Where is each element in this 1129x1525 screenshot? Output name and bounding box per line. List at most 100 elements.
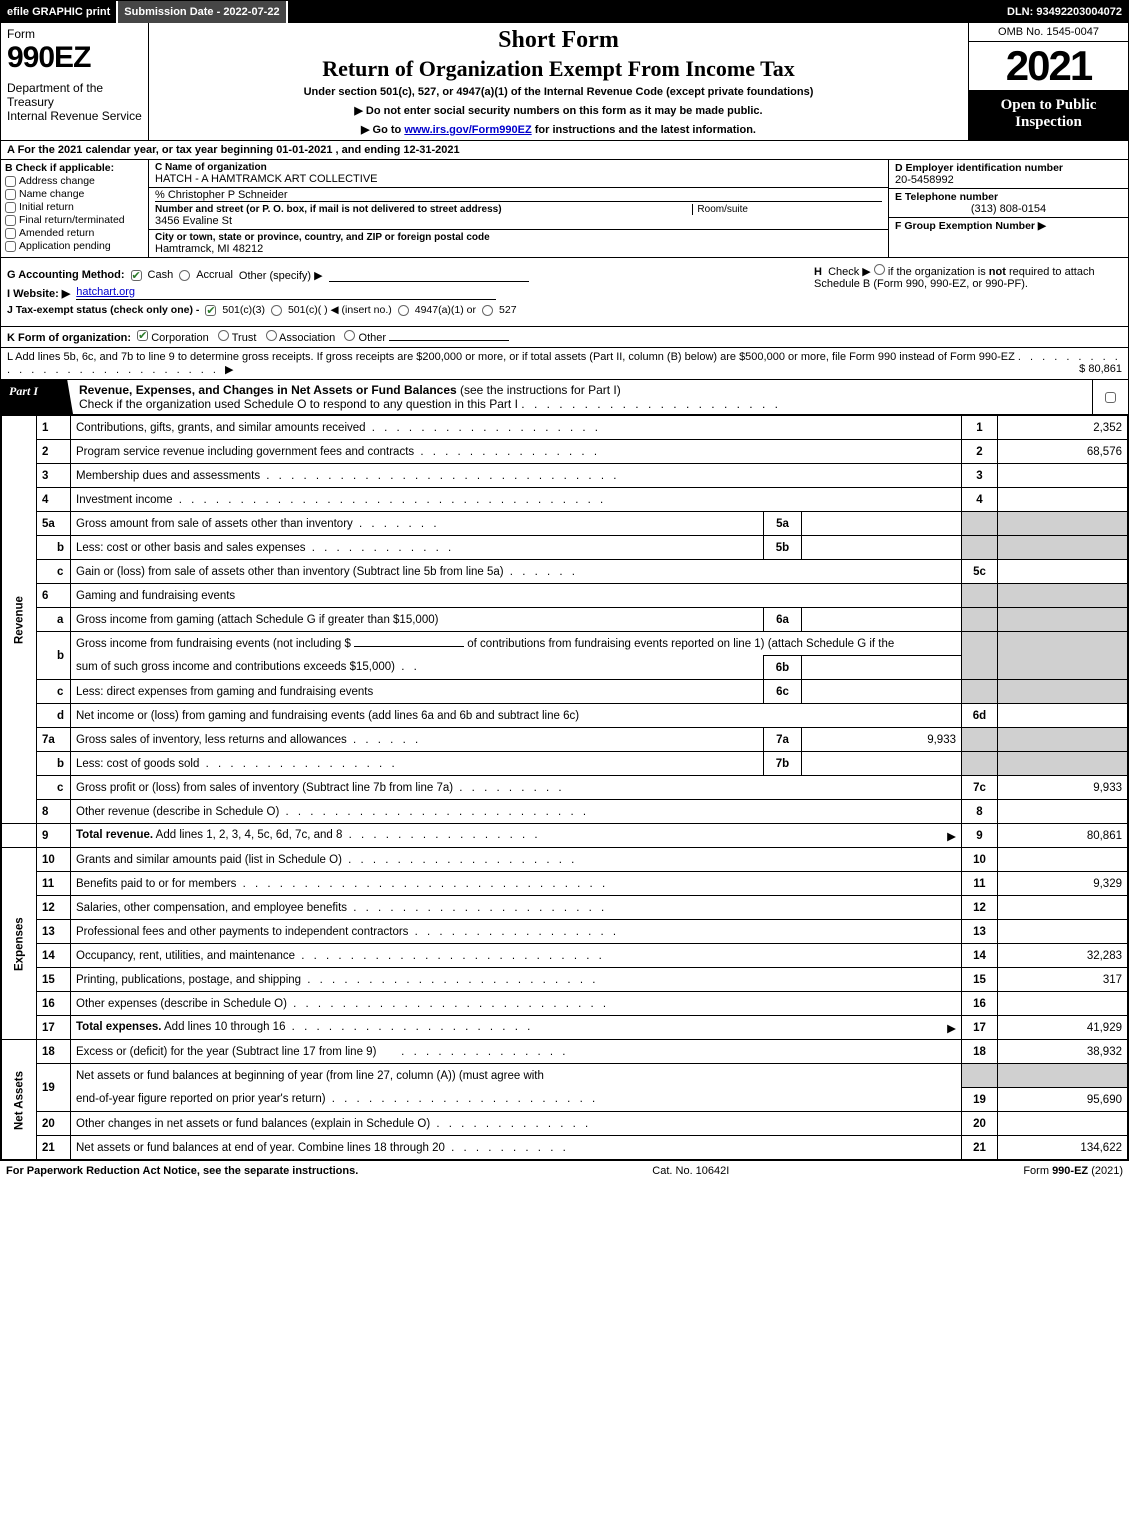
row-k: K Form of organization: Corporation Trus… <box>1 327 1128 348</box>
open-to-public: Open to Public Inspection <box>969 91 1128 140</box>
do-not-enter-ssn: ▶ Do not enter social security numbers o… <box>157 104 960 117</box>
line-17-desc: Total expenses. Add lines 10 through 16 … <box>71 1016 962 1040</box>
phone: (313) 808-0154 <box>895 203 1122 215</box>
check-cash[interactable] <box>131 270 142 281</box>
other-specify: Other (specify) ▶ <box>239 269 323 282</box>
other-specify-input[interactable] <box>329 268 529 282</box>
check-name-change[interactable]: Name change <box>5 188 144 200</box>
line-21-desc: Net assets or fund balances at end of ye… <box>71 1136 962 1160</box>
line-6c-inner-val <box>802 680 962 704</box>
radio-527[interactable] <box>482 305 493 316</box>
line-6b-contrib-input[interactable] <box>354 646 464 647</box>
line-3-num: 3 <box>37 464 71 488</box>
line-17-num: 17 <box>37 1016 71 1040</box>
line-7b-desc: Less: cost of goods sold . . . . . . . .… <box>71 752 764 776</box>
check-501c3[interactable] <box>205 305 216 316</box>
line-16-ln: 16 <box>962 992 998 1016</box>
website-link[interactable]: hatchart.org <box>76 286 496 300</box>
line-13-ln: 13 <box>962 920 998 944</box>
page-footer: For Paperwork Reduction Act Notice, see … <box>0 1161 1129 1181</box>
line-10-num: 10 <box>37 848 71 872</box>
org-name: HATCH - A HAMTRAMCK ART COLLECTIVE <box>155 173 882 185</box>
radio-association[interactable] <box>266 330 277 341</box>
check-application-pending[interactable]: Application pending <box>5 240 144 252</box>
check-final-return[interactable]: Final return/terminated <box>5 214 144 226</box>
line-7a-inner-val: 9,933 <box>802 728 962 752</box>
radio-h-not-required[interactable] <box>874 264 885 275</box>
h-check: H Check ▶ if the organization is not req… <box>808 258 1128 326</box>
line-6-desc: Gaming and fundraising events <box>71 584 962 608</box>
title-right: OMB No. 1545-0047 2021 Open to Public In… <box>968 23 1128 140</box>
check-amended-return[interactable]: Amended return <box>5 227 144 239</box>
line-5a-inner-num: 5a <box>764 512 802 536</box>
line-5a-ln-grey <box>962 512 998 536</box>
line-9-num: 9 <box>37 824 71 848</box>
check-address-change[interactable]: Address change <box>5 175 144 187</box>
line-21-ln: 21 <box>962 1136 998 1160</box>
line-3-ln: 3 <box>962 464 998 488</box>
line-14-amt: 32,283 <box>998 944 1128 968</box>
radio-4947[interactable] <box>398 305 409 316</box>
line-15-num: 15 <box>37 968 71 992</box>
radio-trust[interactable] <box>218 330 229 341</box>
radio-accrual[interactable] <box>179 270 190 281</box>
line-7a-inner-num: 7a <box>764 728 802 752</box>
line-20-desc: Other changes in net assets or fund bala… <box>71 1112 962 1136</box>
form-id-block: Form 990EZ Department of the Treasury In… <box>1 23 149 140</box>
check-corporation[interactable] <box>137 330 148 341</box>
radio-501c[interactable] <box>271 305 282 316</box>
check-initial-return[interactable]: Initial return <box>5 201 144 213</box>
other-org-input[interactable] <box>389 340 509 341</box>
part1-schedule-o-check[interactable] <box>1092 380 1128 414</box>
l-amount: $ 80,861 <box>1079 363 1122 375</box>
line-12-ln: 12 <box>962 896 998 920</box>
line-10-desc: Grants and similar amounts paid (list in… <box>71 848 962 872</box>
line-5b-num: b <box>37 536 71 560</box>
line-7b-num: b <box>37 752 71 776</box>
revenue-label: Revenue <box>2 416 37 824</box>
line-6c-num: c <box>37 680 71 704</box>
row-l: L Add lines 5b, 6c, and 7b to line 9 to … <box>1 348 1128 380</box>
lines-table: Revenue 1 Contributions, gifts, grants, … <box>1 415 1128 1160</box>
line-5a-inner-val <box>802 512 962 536</box>
line-18-amt: 38,932 <box>998 1040 1128 1064</box>
street: 3456 Evaline St <box>155 215 882 227</box>
line-6b-num: b <box>37 632 71 680</box>
line-19-desc1: Net assets or fund balances at beginning… <box>71 1064 962 1088</box>
line-6b-desc1: Gross income from fundraising events (no… <box>71 632 962 656</box>
line-7c-amt: 9,933 <box>998 776 1128 800</box>
line-8-ln: 8 <box>962 800 998 824</box>
line-16-amt <box>998 992 1128 1016</box>
line-20-amt <box>998 1112 1128 1136</box>
line-5b-inner-num: 5b <box>764 536 802 560</box>
section-c: C Name of organization HATCH - A HAMTRAM… <box>149 160 888 257</box>
go-to-pre: ▶ Go to <box>361 124 404 136</box>
k-label: K Form of organization: <box>7 332 131 344</box>
line-11-desc: Benefits paid to or for members . . . . … <box>71 872 962 896</box>
dln: DLN: 93492203004072 <box>1001 1 1128 23</box>
line-12-amt <box>998 896 1128 920</box>
line-1-desc: Contributions, gifts, grants, and simila… <box>71 416 962 440</box>
line-6c-inner-num: 6c <box>764 680 802 704</box>
efile-print[interactable]: efile GRAPHIC print <box>1 1 118 23</box>
line-5c-amt <box>998 560 1128 584</box>
l-arrow: ▶ <box>225 364 233 376</box>
line-14-desc: Occupancy, rent, utilities, and maintena… <box>71 944 962 968</box>
e-label: E Telephone number <box>895 191 1122 203</box>
f-label: F Group Exemption Number ▶ <box>895 220 1046 232</box>
form-990ez: efile GRAPHIC print Submission Date - 20… <box>0 0 1129 1161</box>
form990ez-link[interactable]: www.irs.gov/Form990EZ <box>404 124 531 136</box>
part1-check-text: Check if the organization used Schedule … <box>79 397 518 411</box>
expenses-label: Expenses <box>2 848 37 1040</box>
netassets-label: Net Assets <box>2 1040 37 1160</box>
line-2-desc: Program service revenue including govern… <box>71 440 962 464</box>
line-2-num: 2 <box>37 440 71 464</box>
line-11-num: 11 <box>37 872 71 896</box>
title-center: Short Form Return of Organization Exempt… <box>149 23 968 140</box>
line-20-num: 20 <box>37 1112 71 1136</box>
line-5b-desc: Less: cost or other basis and sales expe… <box>71 536 764 560</box>
line-5b-inner-val <box>802 536 962 560</box>
form-number: 990EZ <box>7 41 142 75</box>
radio-other-org[interactable] <box>344 330 355 341</box>
line-2-amt: 68,576 <box>998 440 1128 464</box>
